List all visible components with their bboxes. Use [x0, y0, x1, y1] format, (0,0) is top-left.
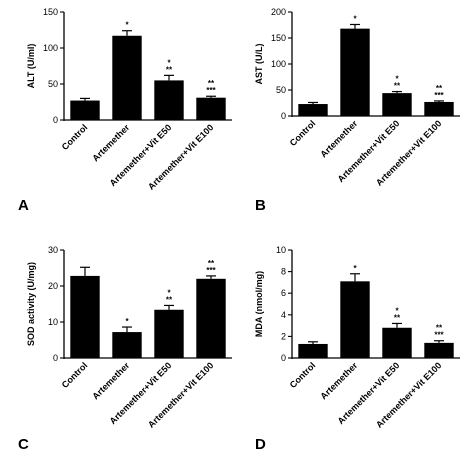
significance-marker: *: [395, 75, 399, 84]
bar: [298, 343, 328, 358]
y-tick-label: 200: [271, 7, 286, 17]
y-tick-label: 10: [276, 245, 286, 255]
chart-panel-b: 0 50 100 150 200 AST (U/L) Control * Artemether *…: [254, 7, 460, 214]
y-tick-label: 4: [281, 310, 286, 320]
y-axis-label: AST (U/L): [254, 44, 264, 85]
y-tick-label: 100: [271, 59, 286, 69]
significance-marker: **: [208, 259, 215, 268]
significance-marker: *: [353, 264, 357, 273]
panel-label: A: [18, 197, 29, 214]
significance-marker: *: [167, 58, 171, 67]
y-axis-label: ALT (U/ml): [26, 44, 36, 89]
chart-panel-c: 0 10 20 30 SOD activity (U/mg) Control * Arteme…: [18, 245, 232, 453]
panel-label: C: [18, 436, 29, 453]
bar: [298, 104, 328, 116]
significance-marker: **: [208, 79, 215, 88]
bar: [154, 80, 184, 120]
bar: [382, 327, 412, 358]
panel-label: B: [255, 197, 266, 214]
bar: [196, 97, 226, 120]
significance-marker: *: [395, 306, 399, 315]
panel-label: D: [255, 436, 266, 453]
bar: [196, 278, 226, 358]
y-tick-label: 0: [53, 353, 58, 363]
x-category-label: Artemether: [90, 122, 131, 163]
bar: [340, 28, 370, 116]
y-tick-label: 100: [43, 43, 58, 53]
x-category-label: Artemether: [318, 118, 359, 159]
significance-marker: **: [436, 84, 443, 93]
significance-marker: *: [125, 21, 129, 30]
y-tick-label: 30: [48, 245, 58, 255]
significance-marker: **: [166, 295, 173, 304]
y-tick-label: 20: [48, 281, 58, 291]
y-tick-label: 8: [281, 267, 286, 277]
y-tick-label: 10: [48, 317, 58, 327]
x-category-label: Control: [60, 360, 90, 390]
bar: [382, 93, 412, 116]
significance-marker: **: [436, 324, 443, 333]
significance-marker: ***: [434, 331, 444, 340]
y-tick-label: 150: [43, 7, 58, 17]
bar: [424, 342, 454, 358]
bar: [424, 101, 454, 116]
y-tick-label: 0: [281, 353, 286, 363]
y-tick-label: 0: [281, 111, 286, 121]
bar: [70, 100, 100, 120]
y-tick-label: 150: [271, 33, 286, 43]
y-tick-label: 6: [281, 288, 286, 298]
x-category-label: Control: [60, 122, 90, 152]
significance-marker: **: [394, 313, 401, 322]
bar: [112, 35, 142, 121]
y-tick-label: 50: [48, 79, 58, 89]
y-axis-label: MDA (nmol/mg): [254, 271, 264, 337]
significance-marker: ***: [206, 86, 216, 95]
bar: [70, 275, 100, 358]
significance-marker: ***: [206, 266, 216, 275]
significance-marker: *: [125, 317, 129, 326]
bar: [340, 281, 370, 358]
significance-marker: **: [166, 65, 173, 74]
bar: [112, 332, 142, 358]
y-tick-label: 2: [281, 331, 286, 341]
x-category-label: Control: [288, 118, 318, 148]
significance-marker: *: [167, 288, 171, 297]
x-category-label: Control: [288, 360, 318, 390]
x-category-label: Artemether: [318, 360, 359, 401]
bar: [154, 309, 184, 358]
significance-marker: ***: [434, 91, 444, 100]
y-tick-label: 50: [276, 85, 286, 95]
significance-marker: **: [394, 82, 401, 91]
significance-marker: *: [353, 14, 357, 23]
y-tick-label: 0: [53, 115, 58, 125]
y-axis-label: SOD activity (U/mg): [26, 262, 36, 346]
x-category-label: Artemether: [90, 360, 131, 401]
